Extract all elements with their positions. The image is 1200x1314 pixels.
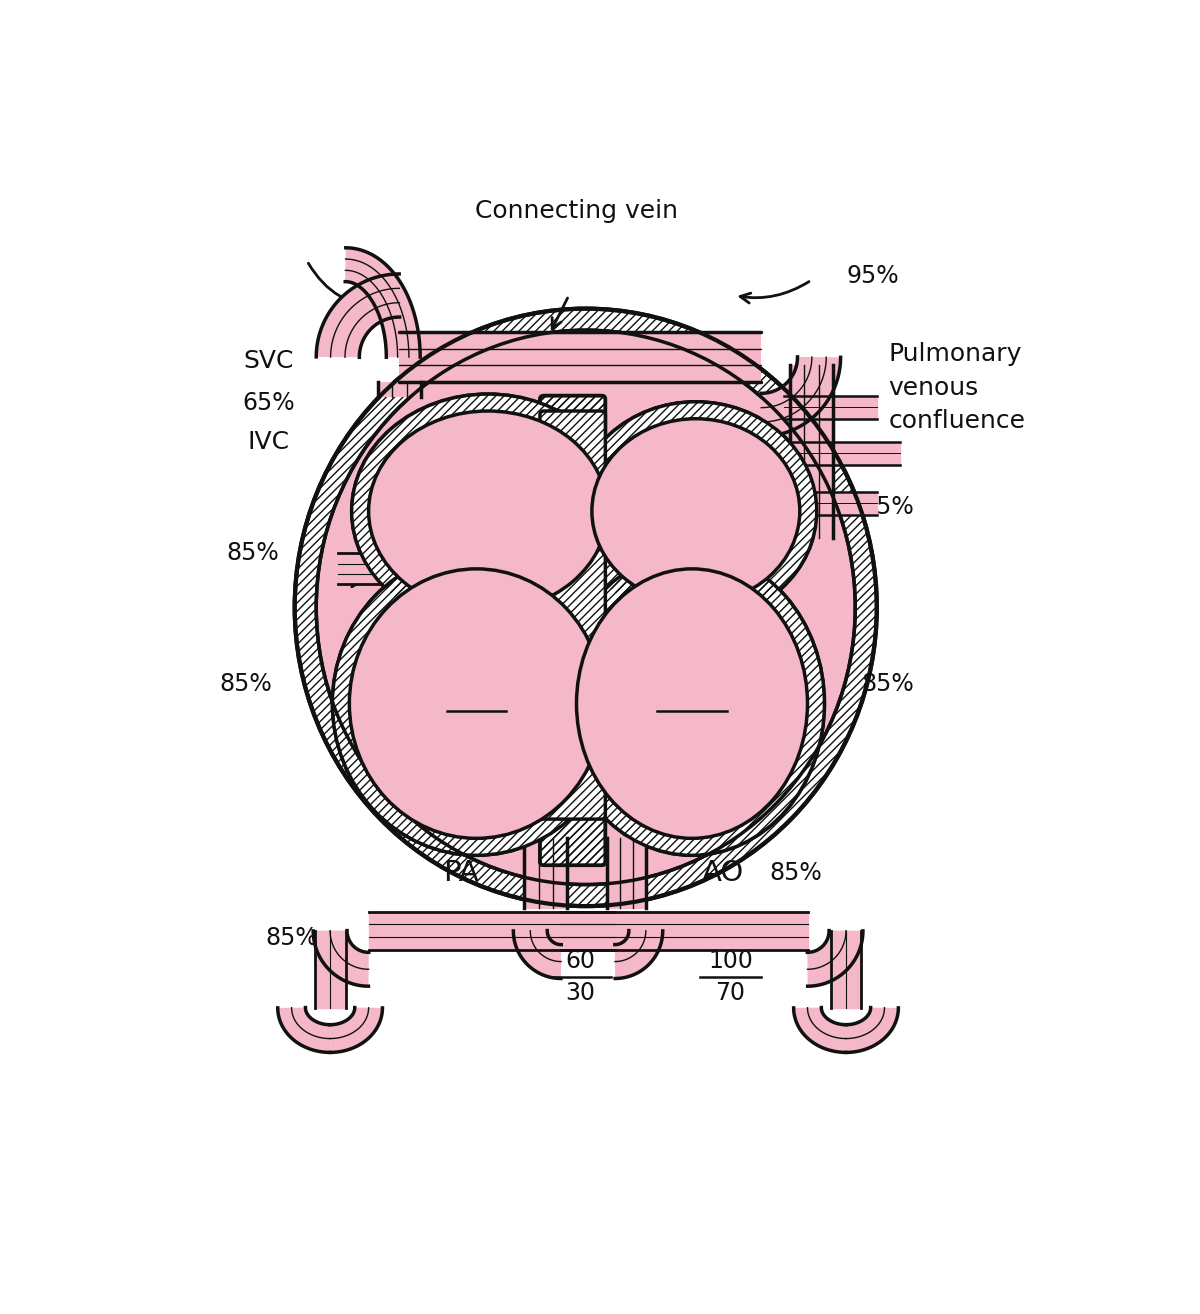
Polygon shape: [808, 930, 863, 987]
Ellipse shape: [559, 552, 824, 855]
Ellipse shape: [368, 411, 607, 611]
Polygon shape: [317, 273, 400, 357]
Polygon shape: [690, 537, 762, 610]
Ellipse shape: [368, 411, 607, 611]
FancyBboxPatch shape: [540, 396, 605, 866]
Text: 85%: 85%: [769, 861, 822, 886]
Text: 70: 70: [715, 980, 745, 1005]
Ellipse shape: [295, 309, 877, 907]
Text: 100: 100: [708, 949, 752, 974]
Text: RA: RA: [461, 474, 499, 502]
Polygon shape: [514, 930, 562, 979]
Ellipse shape: [352, 394, 624, 628]
Text: RV: RV: [457, 644, 496, 671]
Ellipse shape: [352, 394, 624, 628]
Polygon shape: [330, 1008, 383, 1053]
Text: PA: PA: [443, 859, 479, 887]
Text: 85%: 85%: [265, 926, 318, 950]
FancyBboxPatch shape: [540, 411, 605, 819]
Ellipse shape: [576, 569, 808, 838]
Bar: [548, 403, 596, 858]
Ellipse shape: [576, 569, 808, 838]
Ellipse shape: [592, 419, 800, 603]
Polygon shape: [614, 930, 662, 979]
Ellipse shape: [575, 402, 817, 620]
Ellipse shape: [575, 402, 817, 620]
Text: LA: LA: [678, 478, 714, 506]
Ellipse shape: [559, 552, 824, 855]
Text: 0: 0: [684, 715, 700, 740]
Ellipse shape: [592, 419, 800, 603]
Text: Connecting vein: Connecting vein: [475, 198, 678, 223]
Polygon shape: [761, 357, 841, 436]
Ellipse shape: [317, 330, 856, 884]
Text: 85%: 85%: [862, 673, 914, 696]
Text: 30: 30: [565, 980, 595, 1005]
Ellipse shape: [317, 330, 856, 884]
Text: 95%: 95%: [846, 264, 899, 288]
Text: $\overline{8}$: $\overline{8}$: [686, 535, 706, 566]
Ellipse shape: [576, 569, 808, 838]
Ellipse shape: [349, 569, 604, 838]
Ellipse shape: [332, 552, 620, 855]
Polygon shape: [277, 1008, 330, 1053]
Ellipse shape: [349, 569, 604, 838]
Ellipse shape: [576, 569, 808, 838]
Polygon shape: [346, 248, 420, 357]
Text: 0: 0: [469, 715, 484, 740]
Text: Pulmonary
venous
confluence: Pulmonary venous confluence: [888, 343, 1025, 434]
Text: SVC: SVC: [244, 350, 294, 373]
Text: 65%: 65%: [242, 392, 295, 415]
Text: IVC: IVC: [247, 430, 289, 453]
Ellipse shape: [592, 419, 800, 603]
Polygon shape: [313, 930, 368, 987]
Text: 60: 60: [565, 949, 595, 974]
Text: 60: 60: [462, 683, 492, 707]
Ellipse shape: [349, 569, 604, 838]
Polygon shape: [846, 1008, 899, 1053]
Ellipse shape: [332, 552, 620, 855]
Ellipse shape: [368, 411, 607, 611]
Text: LV: LV: [676, 644, 708, 671]
Ellipse shape: [349, 569, 604, 838]
Text: 85%: 85%: [220, 673, 271, 696]
Text: AO: AO: [702, 859, 744, 887]
Text: 85%: 85%: [862, 495, 914, 519]
Polygon shape: [793, 1008, 846, 1053]
Ellipse shape: [592, 419, 800, 603]
Text: 100: 100: [670, 683, 714, 707]
Text: 85%: 85%: [227, 541, 280, 565]
Text: $\overline{10}$: $\overline{10}$: [469, 537, 506, 570]
Ellipse shape: [368, 411, 607, 611]
